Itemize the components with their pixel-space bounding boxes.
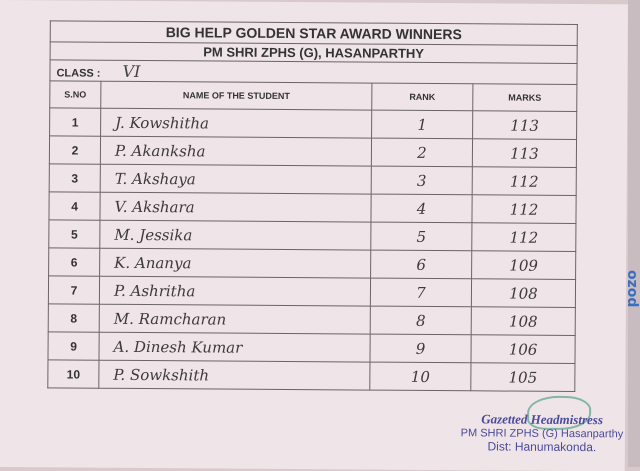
row-sno: 3 bbox=[49, 163, 101, 193]
row-sno: 1 bbox=[49, 107, 101, 137]
row-rank: 7 bbox=[370, 278, 472, 307]
background-surface bbox=[628, 0, 640, 467]
header-name: NAME OF THE STUDENT bbox=[100, 81, 372, 111]
row-marks: 113 bbox=[472, 110, 577, 140]
stamp-school: PM SHRI ZPHS (G) Hasanparthy bbox=[460, 427, 624, 441]
row-name: M. Ramcharan bbox=[99, 304, 371, 335]
row-marks: 112 bbox=[471, 194, 577, 224]
row-sno: 8 bbox=[48, 303, 100, 333]
row-name: J. Kowshitha bbox=[100, 108, 372, 139]
row-rank: 2 bbox=[371, 138, 473, 167]
row-rank: 3 bbox=[371, 166, 473, 195]
row-name: T. Akshaya bbox=[100, 164, 372, 195]
row-sno: 10 bbox=[47, 359, 99, 389]
header-row: S.NO NAME OF THE STUDENT RANK MARKS bbox=[49, 80, 577, 112]
table-row: 6 K. Ananya 6 109 bbox=[48, 247, 576, 280]
headmistress-stamp: Gazetted Headmistress PM SHRI ZPHS (G) H… bbox=[452, 411, 632, 454]
table-row: 5 M. Jessika 5 112 bbox=[48, 219, 576, 252]
header-rank: RANK bbox=[371, 83, 473, 111]
row-rank: 9 bbox=[369, 334, 472, 363]
row-rank: 6 bbox=[370, 250, 472, 279]
table-row: 1 J. Kowshitha 1 113 bbox=[49, 107, 577, 140]
winners-table: BIG HELP GOLDEN STAR AWARD WINNERS PM SH… bbox=[47, 20, 578, 392]
row-sno: 9 bbox=[47, 331, 100, 361]
row-marks: 105 bbox=[470, 362, 575, 392]
row-marks: 112 bbox=[472, 166, 577, 196]
row-rank: 8 bbox=[370, 306, 472, 335]
row-marks: 109 bbox=[471, 250, 576, 280]
table-row: 2 P. Akanksha 2 113 bbox=[49, 135, 577, 168]
class-value: VI bbox=[122, 61, 141, 81]
row-rank: 4 bbox=[370, 194, 473, 223]
row-marks: 113 bbox=[472, 138, 577, 168]
header-marks: MARKS bbox=[472, 83, 577, 112]
row-name: K. Ananya bbox=[99, 248, 371, 279]
row-name: P. Sowkshith bbox=[98, 360, 370, 391]
table-row: 10 P. Sowkshith 10 105 bbox=[47, 359, 575, 392]
row-sno: 6 bbox=[48, 247, 100, 277]
row-marks: 106 bbox=[470, 334, 576, 364]
row-rank: 1 bbox=[371, 110, 473, 139]
row-sno: 5 bbox=[48, 219, 100, 249]
row-marks: 112 bbox=[471, 222, 576, 252]
table-row: 8 M. Ramcharan 8 108 bbox=[48, 303, 576, 336]
row-name: A. Dinesh Kumar bbox=[98, 332, 371, 363]
row-name: P. Akanksha bbox=[100, 136, 372, 167]
row-sno: 7 bbox=[48, 275, 100, 305]
table-row: 9 A. Dinesh Kumar 9 106 bbox=[47, 331, 576, 364]
row-name: M. Jessika bbox=[99, 220, 371, 251]
row-name: V. Akshara bbox=[99, 192, 372, 223]
row-name: P. Ashritha bbox=[99, 276, 371, 307]
row-marks: 108 bbox=[471, 278, 576, 308]
table-row: 7 P. Ashritha 7 108 bbox=[48, 275, 576, 308]
row-rank: 10 bbox=[369, 362, 471, 391]
edge-brand-text: pozo bbox=[624, 270, 640, 308]
stamp-title: Gazetted Headmistress bbox=[481, 411, 603, 428]
stamp-district: Dist: Hanumakonda. bbox=[487, 439, 597, 455]
header-sno: S.NO bbox=[49, 80, 101, 109]
row-rank: 5 bbox=[370, 222, 472, 251]
row-sno: 2 bbox=[49, 135, 101, 165]
table-row: 4 V. Akshara 4 112 bbox=[48, 191, 577, 224]
row-sno: 4 bbox=[48, 191, 101, 221]
row-marks: 108 bbox=[471, 306, 576, 336]
class-label: CLASS : bbox=[56, 66, 101, 80]
table-row: 3 T. Akshaya 3 112 bbox=[49, 163, 577, 196]
